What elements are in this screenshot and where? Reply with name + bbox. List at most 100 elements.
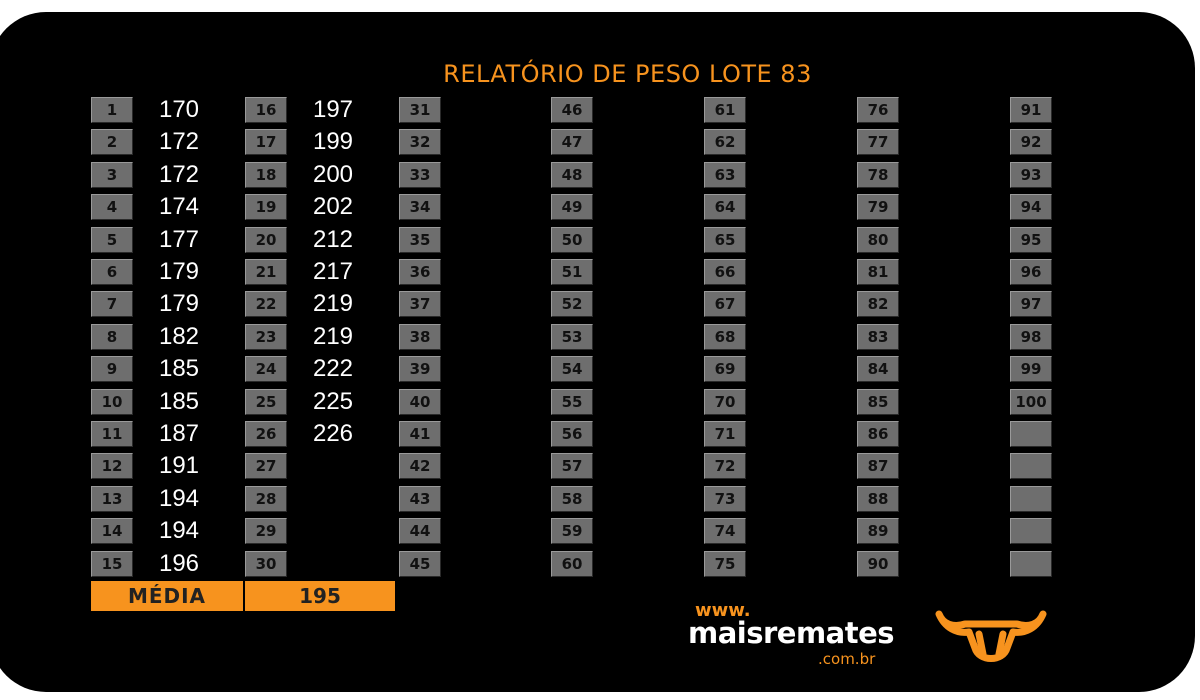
lot-number-cell: 62 [704, 129, 746, 156]
lot-number-cell: 94 [1010, 194, 1052, 221]
weight-value: 191 [158, 452, 200, 480]
lot-number-cell: 79 [857, 194, 899, 221]
lot-number-cell: 23 [245, 323, 287, 350]
lot-number-cell: 87 [857, 453, 899, 480]
lot-number-cell: 18 [245, 161, 287, 188]
lot-number-cell: 90 [857, 550, 899, 577]
lot-number-cell: 46 [551, 97, 593, 123]
average-value: 195 [245, 581, 395, 611]
bull-head-icon [935, 610, 1047, 662]
lot-number-cell: 58 [551, 485, 593, 512]
lot-number-cell: 11 [91, 421, 133, 447]
lot-number-cell: 75 [704, 550, 746, 577]
lot-number-cell: 26 [245, 421, 287, 447]
weight-value: 226 [312, 420, 354, 447]
lot-number-cell: 83 [857, 323, 899, 350]
report-panel [0, 12, 1195, 692]
lot-number-cell: 19 [245, 194, 287, 221]
lot-number-cell: 66 [704, 259, 746, 285]
weight-value: 222 [312, 355, 354, 383]
weight-value: 179 [158, 258, 200, 285]
lot-number-cell: 65 [704, 226, 746, 253]
lot-number-cell: 50 [551, 226, 593, 253]
lot-number-cell [1010, 453, 1052, 480]
lot-number-cell: 68 [704, 323, 746, 350]
lot-number-cell: 41 [399, 421, 441, 447]
lot-number-cell: 20 [245, 226, 287, 253]
lot-number-cell: 93 [1010, 161, 1052, 188]
lot-number-cell: 9 [91, 356, 133, 383]
lot-number-cell: 76 [857, 97, 899, 123]
lot-number-cell: 33 [399, 161, 441, 188]
lot-number-cell: 54 [551, 356, 593, 383]
weight-value: 179 [158, 290, 200, 318]
lot-number-cell: 97 [1010, 291, 1052, 318]
lot-number-cell: 16 [245, 97, 287, 123]
lot-number-cell: 6 [91, 259, 133, 285]
lot-number-cell: 84 [857, 356, 899, 383]
lot-number-cell: 67 [704, 291, 746, 318]
weight-value: 187 [158, 420, 200, 447]
weight-value: 196 [158, 549, 200, 577]
weight-value: 200 [312, 160, 354, 188]
lot-number-cell: 43 [399, 485, 441, 512]
lot-number-cell: 72 [704, 453, 746, 480]
lot-number-cell [1010, 485, 1052, 512]
weight-value: 174 [158, 193, 200, 221]
lot-number-cell: 71 [704, 421, 746, 447]
lot-number-cell: 57 [551, 453, 593, 480]
lot-number-cell: 37 [399, 291, 441, 318]
lot-number-cell: 78 [857, 161, 899, 188]
lot-number-cell: 55 [551, 388, 593, 415]
lot-number-cell [1010, 550, 1052, 577]
lot-number-cell: 100 [1010, 388, 1052, 415]
lot-number-cell: 40 [399, 388, 441, 415]
lot-number-cell: 69 [704, 356, 746, 383]
lot-number-cell: 24 [245, 356, 287, 383]
weight-value: 199 [312, 128, 354, 156]
lot-number-cell: 53 [551, 323, 593, 350]
lot-number-cell: 89 [857, 518, 899, 545]
weight-value: 170 [158, 96, 200, 123]
lot-number-cell: 2 [91, 129, 133, 156]
lot-number-cell: 8 [91, 323, 133, 350]
lot-number-cell: 74 [704, 518, 746, 545]
lot-number-cell: 92 [1010, 129, 1052, 156]
lot-number-cell: 85 [857, 388, 899, 415]
weight-value: 185 [158, 355, 200, 383]
lot-number-cell: 42 [399, 453, 441, 480]
weight-value: 172 [158, 160, 200, 188]
lot-number-cell: 45 [399, 550, 441, 577]
lot-number-cell: 44 [399, 518, 441, 545]
lot-number-cell: 36 [399, 259, 441, 285]
lot-number-cell: 1 [91, 97, 133, 123]
lot-number-cell: 7 [91, 291, 133, 318]
weight-value: 194 [158, 517, 200, 545]
lot-number-cell: 25 [245, 388, 287, 415]
lot-number-cell: 39 [399, 356, 441, 383]
lot-number-cell: 70 [704, 388, 746, 415]
logo-domain: .com.br [818, 650, 876, 668]
lot-number-cell: 32 [399, 129, 441, 156]
weight-value: 172 [158, 128, 200, 156]
logo-name: maisremates [688, 616, 895, 650]
lot-number-cell: 4 [91, 194, 133, 221]
lot-number-cell: 48 [551, 161, 593, 188]
lot-number-cell: 56 [551, 421, 593, 447]
lot-number-cell [1010, 518, 1052, 545]
lot-number-cell: 91 [1010, 97, 1052, 123]
lot-number-cell: 34 [399, 194, 441, 221]
lot-number-cell: 82 [857, 291, 899, 318]
lot-number-cell: 28 [245, 485, 287, 512]
lot-number-cell: 30 [245, 550, 287, 577]
lot-number-cell: 17 [245, 129, 287, 156]
weight-value: 177 [158, 225, 200, 253]
lot-number-cell: 88 [857, 485, 899, 512]
lot-number-cell: 22 [245, 291, 287, 318]
lot-number-cell: 95 [1010, 226, 1052, 253]
weight-value: 219 [312, 290, 354, 318]
lot-number-cell: 35 [399, 226, 441, 253]
lot-number-cell: 64 [704, 194, 746, 221]
weight-value: 219 [312, 322, 354, 350]
lot-number-cell: 12 [91, 453, 133, 480]
